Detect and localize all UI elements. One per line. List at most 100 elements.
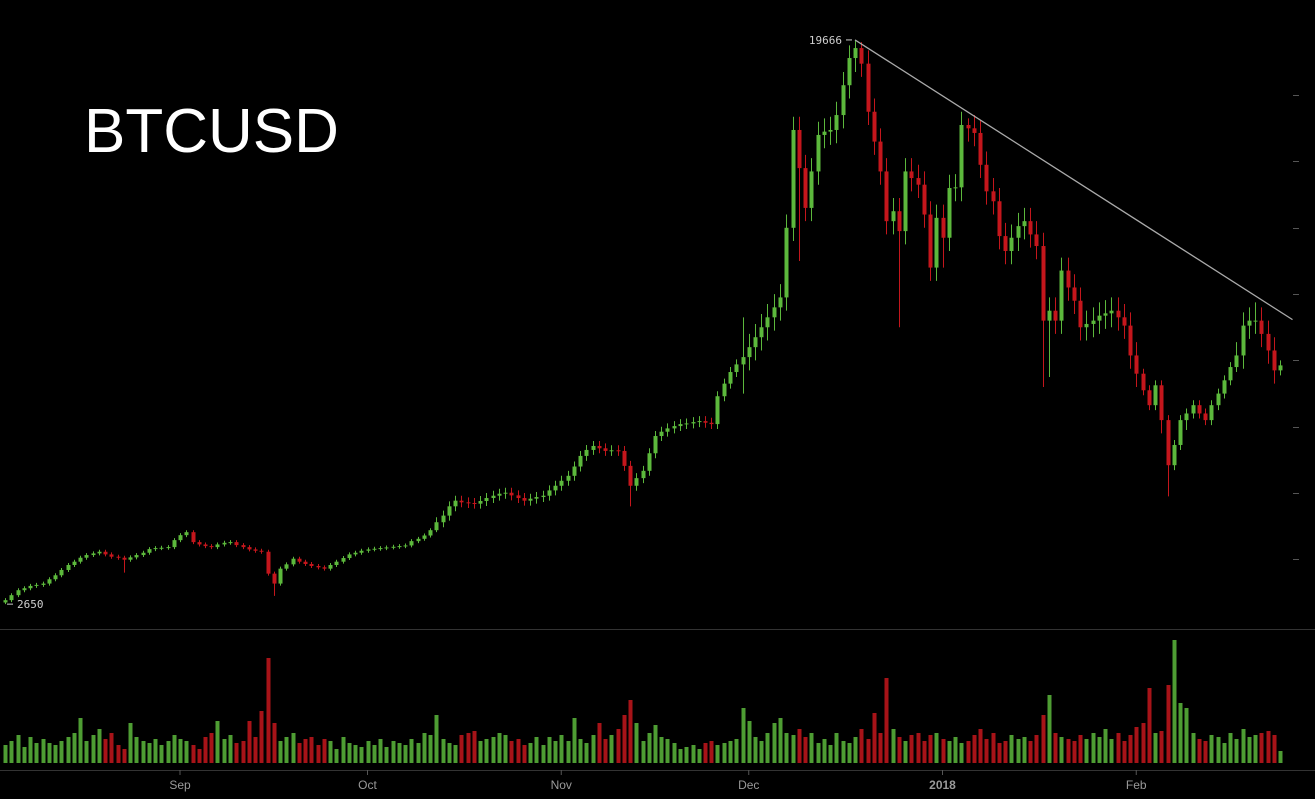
volume-bar bbox=[553, 741, 558, 763]
volume-bar bbox=[1103, 729, 1108, 763]
candle-body bbox=[328, 565, 333, 569]
volume-bar bbox=[759, 741, 764, 763]
candle-body bbox=[422, 535, 427, 539]
volume-bar bbox=[228, 735, 233, 763]
candle-body bbox=[578, 455, 583, 467]
volume-bar bbox=[278, 741, 283, 763]
volume-bar bbox=[1022, 737, 1027, 763]
candle-body bbox=[653, 436, 658, 454]
candle-body bbox=[884, 171, 889, 222]
volume-bar bbox=[203, 737, 208, 763]
volume-bar bbox=[116, 745, 121, 763]
candle-body bbox=[765, 317, 770, 328]
candle-body bbox=[141, 552, 146, 556]
volume-bar bbox=[222, 739, 227, 763]
volume-bar bbox=[847, 743, 852, 763]
candle-body bbox=[584, 449, 589, 456]
volume-bar bbox=[928, 735, 933, 763]
volume-bar bbox=[953, 737, 958, 763]
candle-body bbox=[978, 132, 983, 165]
volume-bar bbox=[934, 733, 939, 763]
volume-bar bbox=[791, 735, 796, 763]
volume-bar bbox=[715, 745, 720, 763]
candle-body bbox=[309, 564, 314, 567]
volume-bar bbox=[659, 737, 664, 763]
volume-bar bbox=[1159, 731, 1164, 763]
candle-body bbox=[1022, 221, 1027, 227]
volume-bar bbox=[984, 739, 989, 763]
volume-bar bbox=[947, 741, 952, 763]
candle-body bbox=[28, 585, 33, 589]
volume-bar bbox=[47, 743, 52, 763]
candle-body bbox=[41, 583, 46, 585]
volume-bar bbox=[1047, 695, 1052, 763]
volume-bar bbox=[1003, 741, 1008, 763]
volume-bar bbox=[884, 678, 889, 763]
volume-bar bbox=[122, 749, 127, 763]
candle-body bbox=[122, 557, 127, 560]
candle-body bbox=[459, 500, 464, 503]
candle-body bbox=[484, 498, 489, 502]
candle-body bbox=[203, 544, 208, 547]
candle-body bbox=[3, 600, 8, 603]
volume-bar bbox=[853, 737, 858, 763]
candle-body bbox=[497, 493, 502, 496]
x-tick-label: Nov bbox=[551, 778, 572, 792]
candle-body bbox=[1028, 221, 1033, 235]
candle-body bbox=[1228, 367, 1233, 381]
volume-bar bbox=[891, 729, 896, 763]
candle-body bbox=[34, 584, 39, 586]
volume-bar bbox=[778, 718, 783, 763]
volume-bar bbox=[534, 737, 539, 763]
volume-bar bbox=[1266, 731, 1271, 763]
candle-body bbox=[372, 548, 377, 550]
volume-bar bbox=[1234, 739, 1239, 763]
candle-body bbox=[984, 164, 989, 192]
candle-body bbox=[1259, 320, 1264, 334]
volume-bar bbox=[1078, 735, 1083, 763]
candle-body bbox=[259, 550, 264, 552]
volume-bar bbox=[66, 737, 71, 763]
volume-bar bbox=[172, 735, 177, 763]
candle-body bbox=[109, 554, 114, 557]
candle-body bbox=[797, 129, 802, 169]
volume-bar bbox=[828, 745, 833, 763]
candle-body bbox=[747, 347, 752, 358]
volume-bar bbox=[1259, 733, 1264, 763]
volume-bar bbox=[447, 743, 452, 763]
candle-body bbox=[1153, 385, 1158, 406]
candle-body bbox=[1184, 413, 1189, 421]
candle-body bbox=[547, 490, 552, 496]
candle-body bbox=[1141, 373, 1146, 391]
volume-bar bbox=[1178, 703, 1183, 763]
candle-body bbox=[1066, 270, 1071, 288]
candle-body bbox=[366, 549, 371, 551]
volume-bar bbox=[1253, 735, 1258, 763]
volume-bar bbox=[1116, 733, 1121, 763]
volume-bar bbox=[1059, 737, 1064, 763]
candle-body bbox=[453, 500, 458, 507]
volume-bar bbox=[641, 741, 646, 763]
volume-bar bbox=[478, 741, 483, 763]
volume-bar bbox=[109, 733, 114, 763]
candle-body bbox=[1197, 405, 1202, 414]
volume-bar bbox=[678, 749, 683, 763]
volume-bar bbox=[1016, 739, 1021, 763]
candle-body bbox=[922, 184, 927, 215]
candle-body bbox=[1222, 380, 1227, 394]
volume-bar bbox=[1053, 733, 1058, 763]
volume-bar bbox=[997, 743, 1002, 763]
candle-body bbox=[97, 551, 102, 554]
volume-bar bbox=[197, 749, 202, 763]
volume-bar bbox=[803, 737, 808, 763]
volume-bar bbox=[1034, 735, 1039, 763]
x-tick-label: Sep bbox=[169, 778, 191, 792]
volume-bar bbox=[134, 737, 139, 763]
volume-bar bbox=[428, 735, 433, 763]
candle-body bbox=[134, 555, 139, 558]
volume-bar bbox=[784, 733, 789, 763]
volume-bar bbox=[1134, 727, 1139, 763]
volume-bar bbox=[841, 741, 846, 763]
candle-body bbox=[147, 549, 152, 553]
candle-body bbox=[991, 191, 996, 202]
